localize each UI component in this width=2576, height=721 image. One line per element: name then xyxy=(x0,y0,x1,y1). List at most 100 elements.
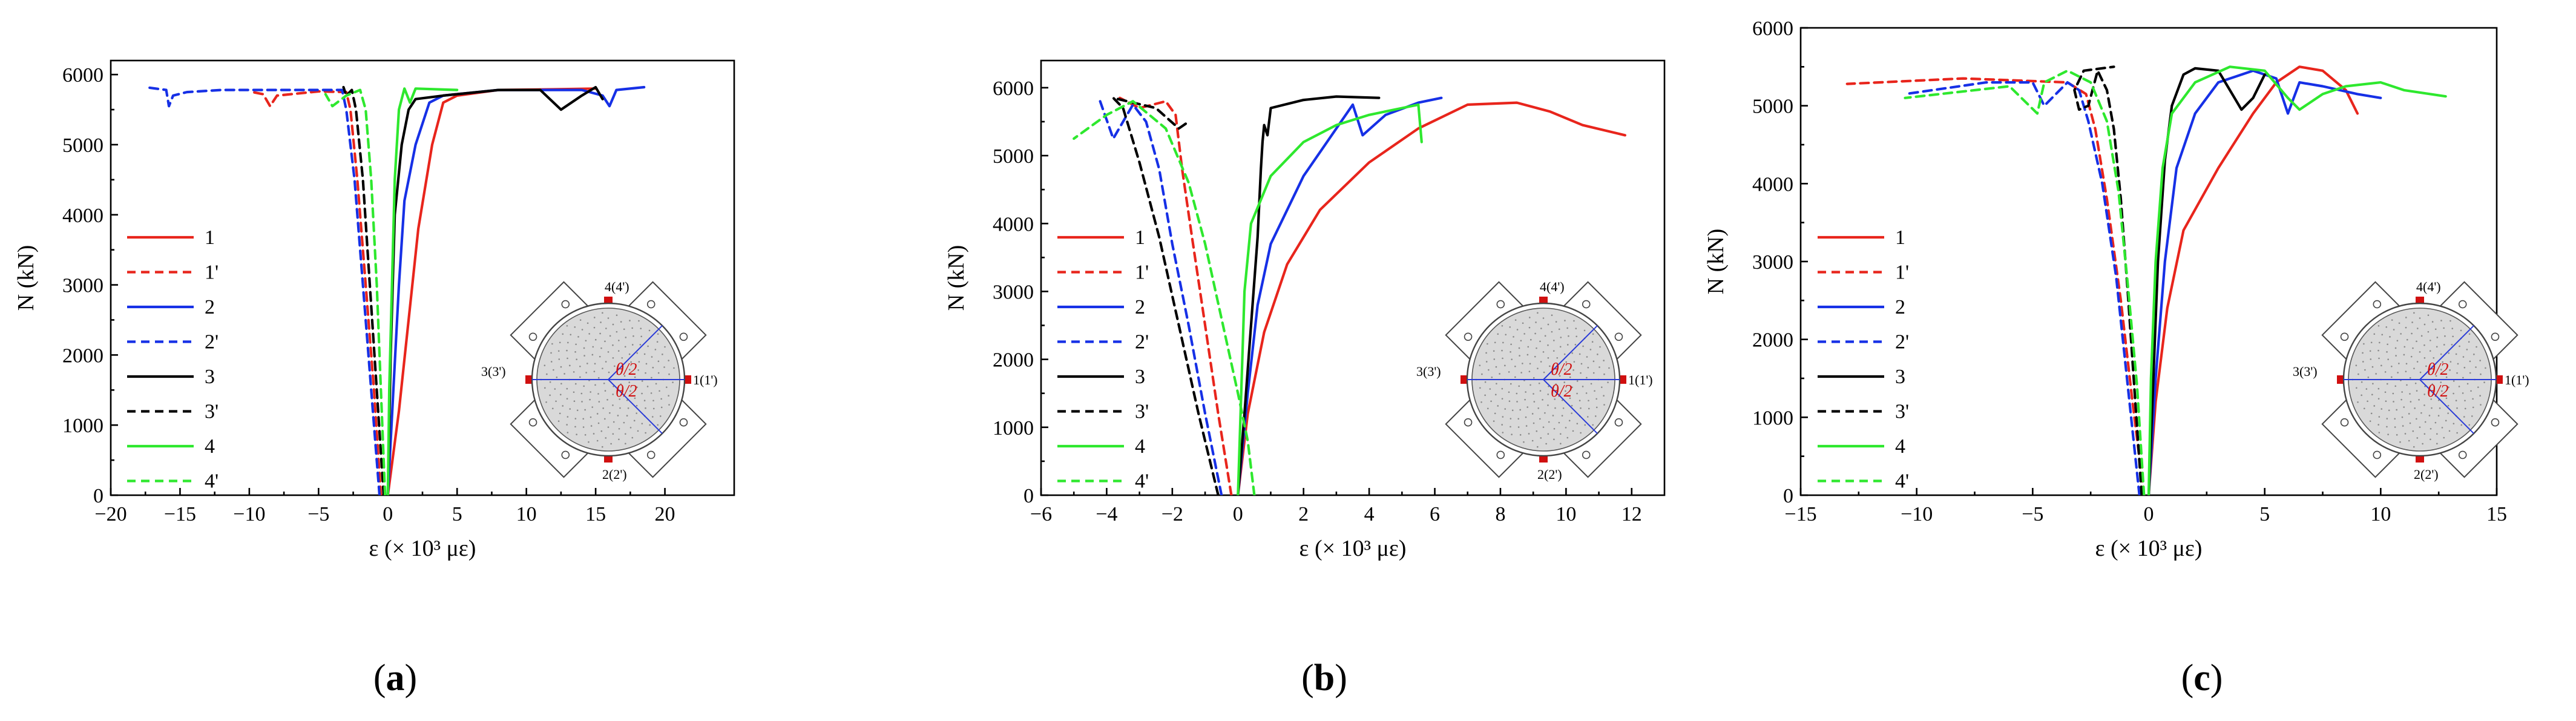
series-line-2 xyxy=(2147,69,2382,495)
y-tick-label: 1000 xyxy=(993,417,1034,440)
legend-label: 4' xyxy=(205,470,218,493)
x-tick-label: 0 xyxy=(2144,503,2154,525)
inset-label-1: 1(1') xyxy=(693,372,718,387)
series-line-2-prime xyxy=(1904,81,2141,495)
y-tick-label: 6000 xyxy=(1752,18,1793,40)
series-group xyxy=(144,85,646,495)
angle-label-lower: θ/2 xyxy=(1551,382,1572,401)
x-tick-label: 5 xyxy=(452,503,462,525)
x-axis-title: ε (× 10³ με) xyxy=(1300,536,1407,561)
legend-label: 3 xyxy=(1895,366,1905,388)
x-tick-label: 15 xyxy=(2486,503,2507,525)
x-tick-label: −5 xyxy=(307,503,329,525)
y-tick-label: 0 xyxy=(93,485,104,507)
y-tick-label: 5000 xyxy=(993,145,1034,168)
series-line-1-prime xyxy=(248,90,383,495)
legend-label: 3' xyxy=(1135,401,1149,423)
strain-gauge-2 xyxy=(604,456,613,463)
angle-line-upper xyxy=(1543,325,1598,380)
legend-label: 1 xyxy=(1135,226,1145,249)
strain-gauge-3 xyxy=(2337,375,2343,384)
y-tick-label: 5000 xyxy=(62,134,104,157)
y-tick-label: 2000 xyxy=(993,349,1034,372)
legend-label: 3' xyxy=(205,401,218,423)
inset-label-3: 3(3') xyxy=(481,364,506,379)
legend-label: 1' xyxy=(1135,262,1149,284)
strain-gauge-4 xyxy=(604,297,613,303)
panel-label: (a) xyxy=(373,657,417,699)
x-tick-label: 10 xyxy=(516,503,537,525)
strain-gauge-4 xyxy=(1539,297,1548,303)
strain-gauge-1 xyxy=(685,375,691,384)
legend-label: 2 xyxy=(205,296,215,318)
legend-label: 3' xyxy=(1895,401,1909,423)
x-tick-label: −6 xyxy=(1030,503,1052,525)
legend: 1 1' 2 2' 3 3' 4 4' xyxy=(1818,226,1909,493)
legend-label: 4' xyxy=(1135,470,1149,493)
strain-gauge-1 xyxy=(2497,375,2503,384)
legend-label: 1' xyxy=(205,262,218,284)
series-line-4 xyxy=(1237,103,1423,495)
y-tick-label: 2000 xyxy=(62,344,104,367)
chart-panel-c: −15 −10 −5 0 5 10 15 0 1000 2000 3000 4000 5000 6000 ε… xyxy=(1703,18,2529,699)
panel-label: (c) xyxy=(2181,657,2223,699)
inset-label-2: 2(2') xyxy=(602,467,627,482)
series-line-4-prime xyxy=(1073,100,1256,495)
series-line-2-prime xyxy=(144,85,381,495)
x-tick-label: −15 xyxy=(164,503,196,525)
inset-label-3: 3(3') xyxy=(1416,364,1441,379)
legend-label: 4 xyxy=(1135,435,1145,458)
x-tick-label: 10 xyxy=(2370,503,2391,525)
x-tick-label: 4 xyxy=(1364,503,1375,525)
legend: 1 1' 2 2' 3 3' 4 4' xyxy=(1057,226,1149,493)
x-tick-label: 5 xyxy=(2259,503,2270,525)
series-line-2-prime xyxy=(1099,100,1223,495)
series-line-3-prime xyxy=(1112,96,1220,495)
series-line-3 xyxy=(2147,67,2266,495)
x-axis-title: ε (× 10³ με) xyxy=(369,536,476,561)
y-tick-label: 4000 xyxy=(1752,173,1793,196)
x-tick-label: 15 xyxy=(585,503,606,525)
y-tick-label: 6000 xyxy=(993,77,1034,100)
y-tick-label: 1000 xyxy=(1752,407,1793,429)
inset-label-2: 2(2') xyxy=(1537,467,1562,482)
legend-label: 2' xyxy=(1135,331,1149,354)
series-line-1-prime xyxy=(1845,77,2146,495)
x-tick-label: −2 xyxy=(1162,503,1183,525)
chart-panel-b: −6 −4 −2 0 2 4 6 8 10 120100020003000400050006000… xyxy=(944,59,1666,699)
legend-label: 1 xyxy=(205,226,215,249)
inset-label-2: 2(2') xyxy=(2414,467,2439,482)
series-line-3 xyxy=(1237,95,1381,495)
y-tick-label: 3000 xyxy=(1752,251,1793,274)
legend-label: 2 xyxy=(1895,296,1905,318)
legend-label: 1' xyxy=(1895,262,1909,284)
legend-label: 3 xyxy=(205,366,215,388)
series-line-1 xyxy=(1237,101,1626,495)
y-tick-label: 5000 xyxy=(1752,96,1793,118)
angle-label-lower: θ/2 xyxy=(2427,382,2449,401)
strain-gauge-4 xyxy=(2416,297,2424,303)
y-tick-label: 3000 xyxy=(993,281,1034,303)
chart-panel-a: −20 −15 −10 −5 0 5 10 15 20 0 1000 2000 3000 4000 5000… xyxy=(13,59,735,699)
x-tick-label: −15 xyxy=(1784,503,1816,525)
y-tick-label: 0 xyxy=(1024,485,1034,507)
inset-label-1: 1(1') xyxy=(2505,372,2529,387)
series-line-2 xyxy=(1237,96,1443,495)
x-tick-label: 12 xyxy=(1622,503,1642,525)
angle-label-upper: θ/2 xyxy=(616,360,637,379)
inset-label-3: 3(3') xyxy=(2293,364,2318,379)
x-tick-label: −20 xyxy=(94,503,126,525)
x-tick-label: 6 xyxy=(1430,503,1440,525)
x-tick-label: 8 xyxy=(1495,503,1505,525)
angle-line-upper xyxy=(2419,325,2474,380)
legend-label: 4 xyxy=(1895,435,1905,458)
x-tick-label: −10 xyxy=(233,503,265,525)
legend-label: 2 xyxy=(1135,296,1145,318)
y-axis-title: N (kN) xyxy=(13,245,39,311)
y-axis-title: N (kN) xyxy=(1703,229,1729,295)
x-tick-label: −5 xyxy=(2022,503,2043,525)
cross-section-inset: 1(1') 2(2') 3(3') 4(4') θ/2 θ/2 xyxy=(2293,279,2529,482)
y-tick-label: 2000 xyxy=(1752,329,1793,352)
cross-section-inset: 1(1') 2(2') 3(3') 4(4') θ/2 θ/2 xyxy=(481,279,718,482)
